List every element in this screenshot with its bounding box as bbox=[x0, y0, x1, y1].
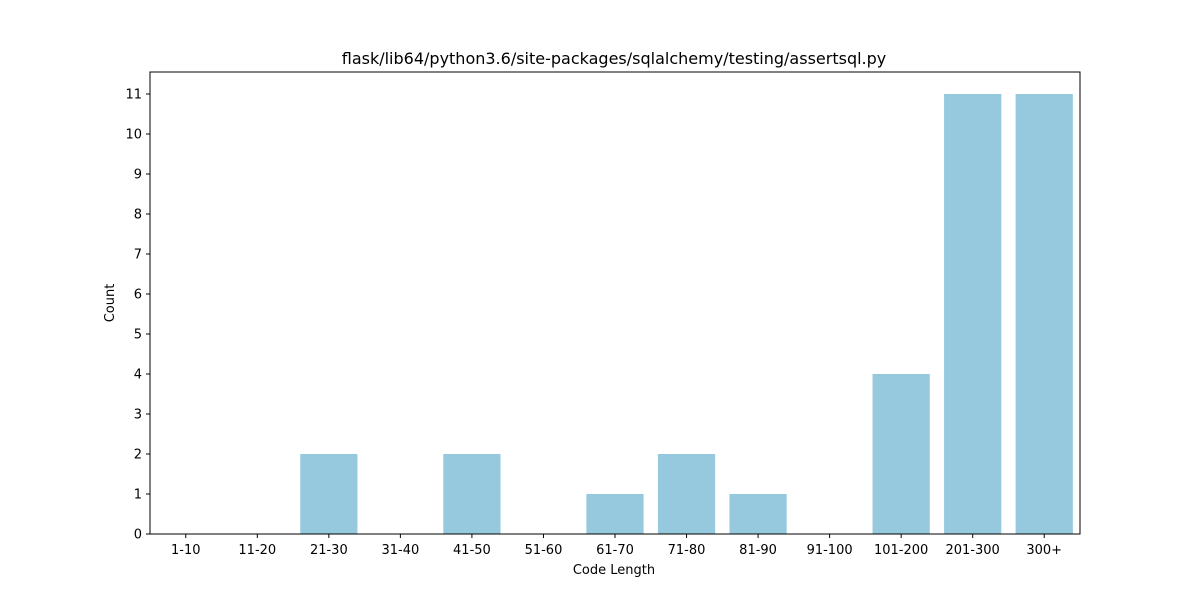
y-tick-label: 11 bbox=[125, 88, 142, 103]
y-tick-label: 2 bbox=[134, 448, 142, 463]
y-axis-title: Count bbox=[103, 284, 118, 323]
x-tick-label: 101-200 bbox=[874, 543, 928, 558]
y-axis-ticks: 0 1 2 3 4 5 6 7 8 9 10 11 bbox=[125, 88, 150, 543]
x-tick-label: 300+ bbox=[1026, 543, 1062, 558]
y-tick-label: 1 bbox=[134, 488, 142, 503]
bar-41-50 bbox=[443, 454, 501, 534]
y-tick-label: 6 bbox=[134, 288, 142, 303]
x-tick-label: 51-60 bbox=[525, 543, 563, 558]
bar-61-70 bbox=[586, 494, 644, 534]
x-tick-label: 91-100 bbox=[807, 543, 853, 558]
bar-71-80 bbox=[657, 454, 716, 534]
x-tick-label: 11-20 bbox=[238, 543, 276, 558]
x-tick-label: 61-70 bbox=[596, 543, 634, 558]
x-tick-label: 21-30 bbox=[310, 543, 348, 558]
x-axis-ticks: 1-10 11-20 21-30 31-40 41-50 51-60 61-70 71-80 8… bbox=[171, 534, 1062, 558]
x-tick-label: 31-40 bbox=[381, 543, 419, 558]
bar-201-300 bbox=[944, 94, 1002, 534]
bar-300+ bbox=[1015, 94, 1073, 534]
bar-81-90 bbox=[729, 494, 787, 534]
y-tick-label: 0 bbox=[134, 528, 142, 543]
x-tick-label: 81-90 bbox=[739, 543, 777, 558]
y-tick-label: 5 bbox=[134, 328, 142, 343]
bar-21-30 bbox=[300, 454, 358, 534]
y-tick-label: 9 bbox=[134, 168, 142, 183]
y-tick-label: 3 bbox=[134, 408, 142, 423]
x-tick-label: 71-80 bbox=[668, 543, 706, 558]
y-tick-label: 10 bbox=[125, 128, 142, 143]
y-tick-label: 4 bbox=[134, 368, 142, 383]
bar-101-200 bbox=[872, 374, 930, 534]
x-axis-title: Code Length bbox=[573, 563, 655, 578]
plot-frame bbox=[149, 71, 1081, 535]
y-tick-label: 7 bbox=[134, 248, 142, 263]
bars-layer bbox=[300, 94, 1073, 534]
x-tick-label: 1-10 bbox=[171, 543, 201, 558]
x-tick-label: 201-300 bbox=[946, 543, 1000, 558]
chart-title: flask/lib64/python3.6/site-packages/sqla… bbox=[342, 49, 887, 68]
x-tick-label: 41-50 bbox=[453, 543, 491, 558]
y-tick-label: 8 bbox=[134, 208, 142, 223]
